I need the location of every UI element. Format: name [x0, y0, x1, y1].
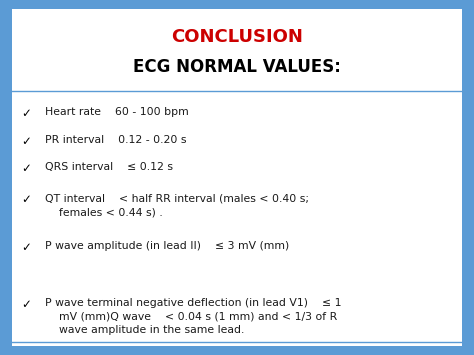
Text: QRS interval    ≤ 0.12 s: QRS interval ≤ 0.12 s — [45, 162, 173, 171]
Text: CONCLUSION: CONCLUSION — [171, 28, 303, 46]
Text: ✓: ✓ — [21, 298, 31, 311]
Text: ✓: ✓ — [21, 106, 31, 120]
Text: QT interval    < half RR interval (males < 0.40 s;
    females < 0.44 s) .: QT interval < half RR interval (males < … — [45, 193, 309, 217]
Text: P wave terminal negative deflection (in lead V1)    ≤ 1
    mV (mm)Q wave    < 0: P wave terminal negative deflection (in … — [45, 298, 342, 335]
Text: Heart rate    60 - 100 bpm: Heart rate 60 - 100 bpm — [45, 106, 189, 116]
Text: P wave amplitude (in lead II)    ≤ 3 mV (mm): P wave amplitude (in lead II) ≤ 3 mV (mm… — [45, 241, 289, 251]
Text: ✓: ✓ — [21, 193, 31, 207]
Text: ✓: ✓ — [21, 241, 31, 255]
Text: ECG NORMAL VALUES:: ECG NORMAL VALUES: — [133, 59, 341, 76]
Text: PR interval    0.12 - 0.20 s: PR interval 0.12 - 0.20 s — [45, 135, 187, 145]
Text: ✓: ✓ — [21, 162, 31, 175]
Text: ✓: ✓ — [21, 135, 31, 148]
FancyBboxPatch shape — [12, 9, 462, 346]
